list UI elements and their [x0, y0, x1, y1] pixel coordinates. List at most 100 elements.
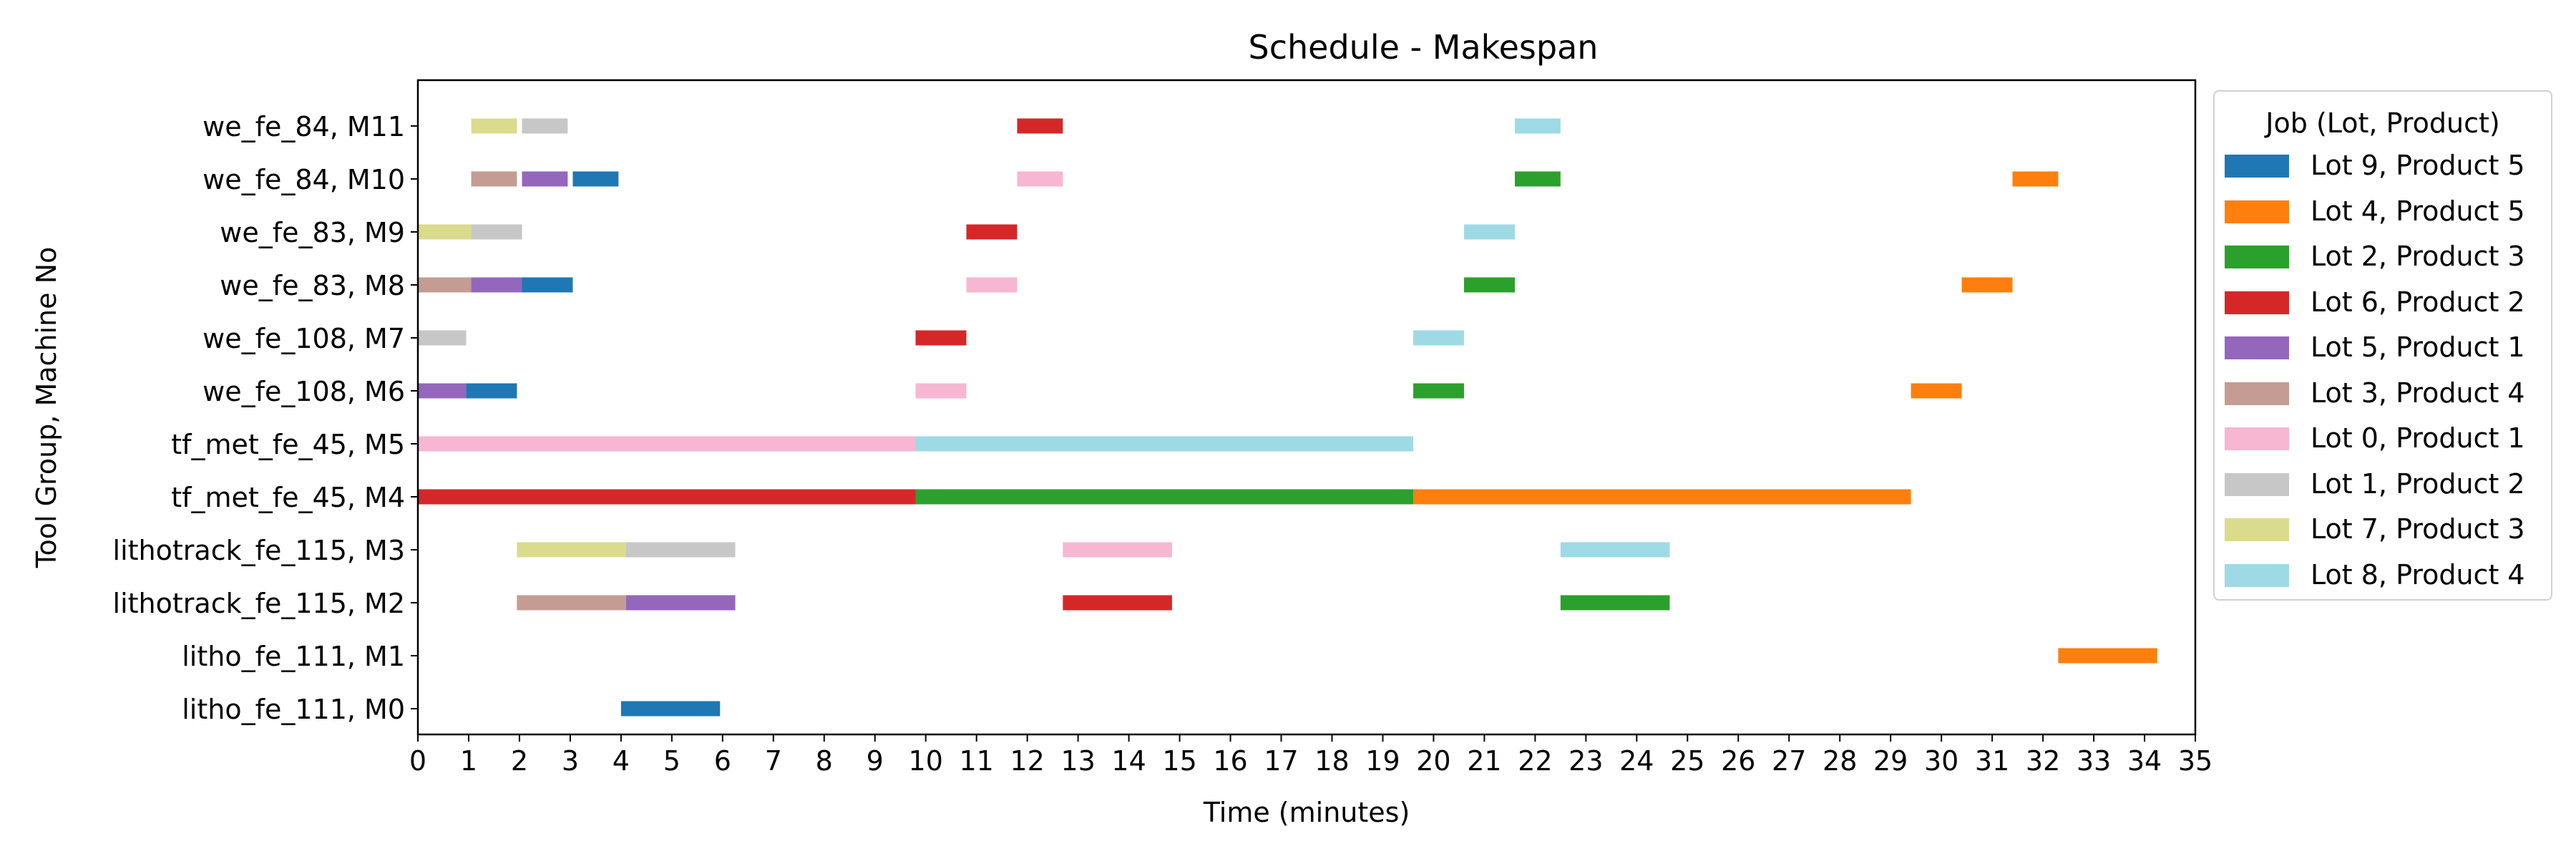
- x-tick-label: 34: [2127, 745, 2162, 777]
- legend-swatch: [2225, 427, 2289, 450]
- x-tick-label: 17: [1264, 745, 1298, 777]
- x-tick-label: 5: [663, 745, 680, 777]
- x-tick-label: 29: [1873, 745, 1908, 777]
- x-tick-label: 12: [1010, 745, 1044, 777]
- legend-label: Lot 6, Product 2: [2311, 286, 2525, 318]
- task-bars: [418, 118, 2157, 717]
- x-axis-ticks: 0 1 2 3 4 5 6 7 8 9 10 11 12 13 14 15 16 17 18 19 20 21 22 23 24…: [409, 734, 2212, 777]
- row-label-we-fe-84-m10: we_fe_84, M10: [203, 164, 405, 195]
- x-tick-label: 11: [960, 745, 994, 777]
- task-bar-lot-2-product-3: [1514, 171, 1561, 187]
- row-labels: litho_fe_111, M0 litho_fe_111, M1 lithotra…: [113, 111, 418, 725]
- task-bar-lot-1-product-2: [522, 118, 568, 134]
- legend-swatch: [2225, 155, 2289, 178]
- x-tick-label: 32: [2026, 745, 2060, 777]
- legend-swatch: [2225, 563, 2289, 587]
- legend-swatch: [2225, 382, 2289, 405]
- task-bar-lot-5-product-1: [625, 595, 736, 611]
- task-bar-lot-7-product-3: [418, 224, 472, 240]
- legend-label: Lot 2, Product 3: [2311, 241, 2525, 272]
- x-tick-label: 20: [1416, 745, 1450, 777]
- row-label-litho-fe-111-m0: litho_fe_111, M0: [182, 694, 405, 725]
- x-tick-label: 10: [909, 745, 943, 777]
- row-label-we-fe-84-m11: we_fe_84, M11: [203, 111, 405, 142]
- task-bar-lot-6-product-2: [1017, 118, 1063, 134]
- x-tick-label: 23: [1568, 745, 1603, 777]
- task-bar-lot-2-product-3: [1560, 595, 1670, 611]
- task-bar-lot-2-product-3: [1464, 277, 1515, 293]
- x-tick-label: 9: [867, 745, 884, 777]
- x-tick-label: 1: [460, 745, 477, 777]
- task-bar-lot-8-product-4: [1413, 330, 1465, 346]
- x-tick-label: 22: [1518, 745, 1552, 777]
- x-tick-label: 0: [409, 745, 426, 777]
- task-bar-lot-9-product-5: [620, 701, 721, 717]
- task-bar-lot-0-product-1: [915, 383, 967, 399]
- task-bar-lot-9-product-5: [466, 383, 517, 399]
- x-tick-label: 26: [1721, 745, 1755, 777]
- x-tick-label: 28: [1823, 745, 1857, 777]
- x-tick-label: 4: [613, 745, 630, 777]
- task-bar-lot-5-product-1: [471, 277, 522, 293]
- task-bar-lot-2-product-3: [915, 489, 1414, 505]
- task-bar-lot-0-product-1: [1063, 542, 1172, 558]
- task-bar-lot-0-product-1: [418, 436, 916, 452]
- x-tick-label: 24: [1619, 745, 1654, 777]
- legend-label: Lot 1, Product 2: [2311, 467, 2525, 500]
- row-label-tf-met-fe-45-m5: tf_met_fe_45, M5: [171, 429, 405, 460]
- task-bar-lot-0-product-1: [966, 277, 1018, 293]
- task-bar-lot-8-product-4: [1464, 224, 1515, 240]
- task-bar-lot-2-product-3: [1413, 383, 1465, 399]
- row-label-lithotrack-fe-115-m3: lithotrack_fe_115, M3: [113, 535, 405, 566]
- row-label-we-fe-83-m9: we_fe_83, M9: [220, 217, 405, 248]
- task-bar-lot-3-product-4: [418, 277, 472, 293]
- task-bar-lot-1-product-2: [471, 224, 522, 240]
- x-tick-label: 25: [1670, 745, 1704, 777]
- legend-label: Lot 7, Product 3: [2311, 513, 2525, 545]
- task-bar-lot-7-product-3: [517, 542, 626, 558]
- task-bar-lot-5-product-1: [522, 171, 568, 187]
- task-bar-lot-4-product-5: [1961, 277, 2013, 293]
- x-tick-label: 3: [562, 745, 579, 777]
- task-bar-lot-7-product-3: [471, 118, 517, 134]
- task-bar-lot-8-product-4: [1560, 542, 1670, 558]
- x-tick-label: 19: [1365, 745, 1400, 777]
- legend-swatch: [2225, 291, 2289, 314]
- x-tick-label: 7: [765, 745, 782, 777]
- x-tick-label: 30: [1924, 745, 1958, 777]
- legend-swatch: [2225, 472, 2289, 496]
- legend-label: Lot 8, Product 4: [2311, 558, 2525, 591]
- task-bar-lot-5-product-1: [418, 383, 467, 399]
- x-tick-label: 35: [2178, 745, 2212, 777]
- x-tick-label: 21: [1467, 745, 1501, 777]
- row-label-lithotrack-fe-115-m2: lithotrack_fe_115, M2: [113, 588, 405, 619]
- task-bar-lot-6-product-2: [966, 224, 1018, 240]
- legend-label: Lot 4, Product 5: [2311, 195, 2525, 227]
- task-bar-lot-4-product-5: [1413, 489, 1911, 505]
- task-bar-lot-4-product-5: [1911, 383, 1962, 399]
- plot-area-frame: [416, 79, 2197, 736]
- task-bar-lot-0-product-1: [1017, 171, 1063, 187]
- y-axis-label: Tool Group, Machine No: [31, 247, 62, 569]
- x-tick-label: 14: [1111, 745, 1146, 777]
- legend-label: Lot 5, Product 1: [2311, 331, 2525, 363]
- legend: Job (Lot, Product) Lot 9, Product 5 Lot 4…: [2213, 90, 2552, 601]
- x-tick-label: 27: [1772, 745, 1806, 777]
- legend-swatch: [2225, 336, 2289, 359]
- task-bar-lot-3-product-4: [471, 171, 517, 187]
- legend-label: Lot 3, Product 4: [2311, 377, 2525, 409]
- x-tick-label: 33: [2077, 745, 2111, 777]
- x-tick-label: 6: [714, 745, 731, 777]
- task-bar-lot-1-product-2: [418, 330, 467, 346]
- x-axis-label: Time (minutes): [1203, 797, 1410, 828]
- legend-swatch: [2225, 246, 2289, 268]
- legend-swatch: [2225, 200, 2289, 223]
- row-label-litho-fe-111-m1: litho_fe_111, M1: [182, 641, 405, 672]
- x-tick-label: 18: [1314, 745, 1349, 777]
- task-bar-lot-9-product-5: [522, 277, 573, 293]
- task-bar-lot-6-product-2: [418, 489, 916, 505]
- legend-title: Job (Lot, Product): [2265, 107, 2500, 139]
- x-tick-label: 2: [511, 745, 528, 777]
- x-tick-label: 16: [1213, 745, 1247, 777]
- row-label-we-fe-83-m8: we_fe_83, M8: [220, 270, 405, 301]
